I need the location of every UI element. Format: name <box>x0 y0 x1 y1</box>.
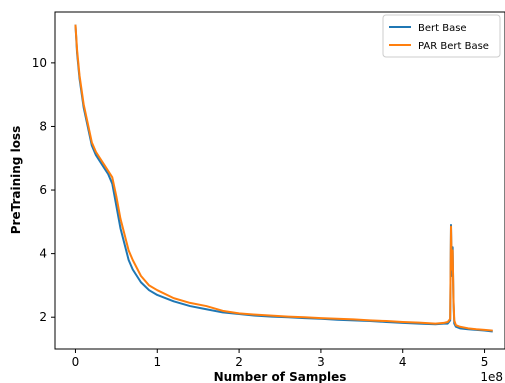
legend-box <box>382 14 501 58</box>
x-tick-label: 0 <box>72 355 80 369</box>
series-line-par-bert-base <box>74 24 493 332</box>
x-tick-label: 4 <box>399 355 407 369</box>
series-layer <box>74 24 493 333</box>
y-tick-label: 8 <box>39 119 47 133</box>
y-tick-label: 6 <box>39 183 47 197</box>
x-tick-label: 3 <box>317 355 325 369</box>
x-axis-ticks: 0 1 2 3 4 5 <box>72 349 489 369</box>
x-offset-label: 1e8 <box>480 370 503 383</box>
x-axis-label: Number of Samples <box>214 370 347 383</box>
y-axis-label: PreTraining loss <box>9 126 23 234</box>
legend: Bert Base PAR Bert Base <box>382 14 501 58</box>
y-tick-label: 2 <box>39 310 47 324</box>
x-tick-label: 2 <box>235 355 243 369</box>
y-axis-ticks: 2 4 6 8 10 <box>32 56 55 324</box>
legend-label-par-bert-base: PAR Bert Base <box>418 41 489 52</box>
series-line-bert-base <box>74 24 493 333</box>
x-tick-label: 1 <box>153 355 161 369</box>
x-tick-label: 5 <box>481 355 489 369</box>
y-tick-label: 10 <box>32 56 47 70</box>
legend-label-bert-base: Bert Base <box>418 23 467 34</box>
y-tick-label: 4 <box>39 247 47 261</box>
plot-frame <box>54 11 505 350</box>
